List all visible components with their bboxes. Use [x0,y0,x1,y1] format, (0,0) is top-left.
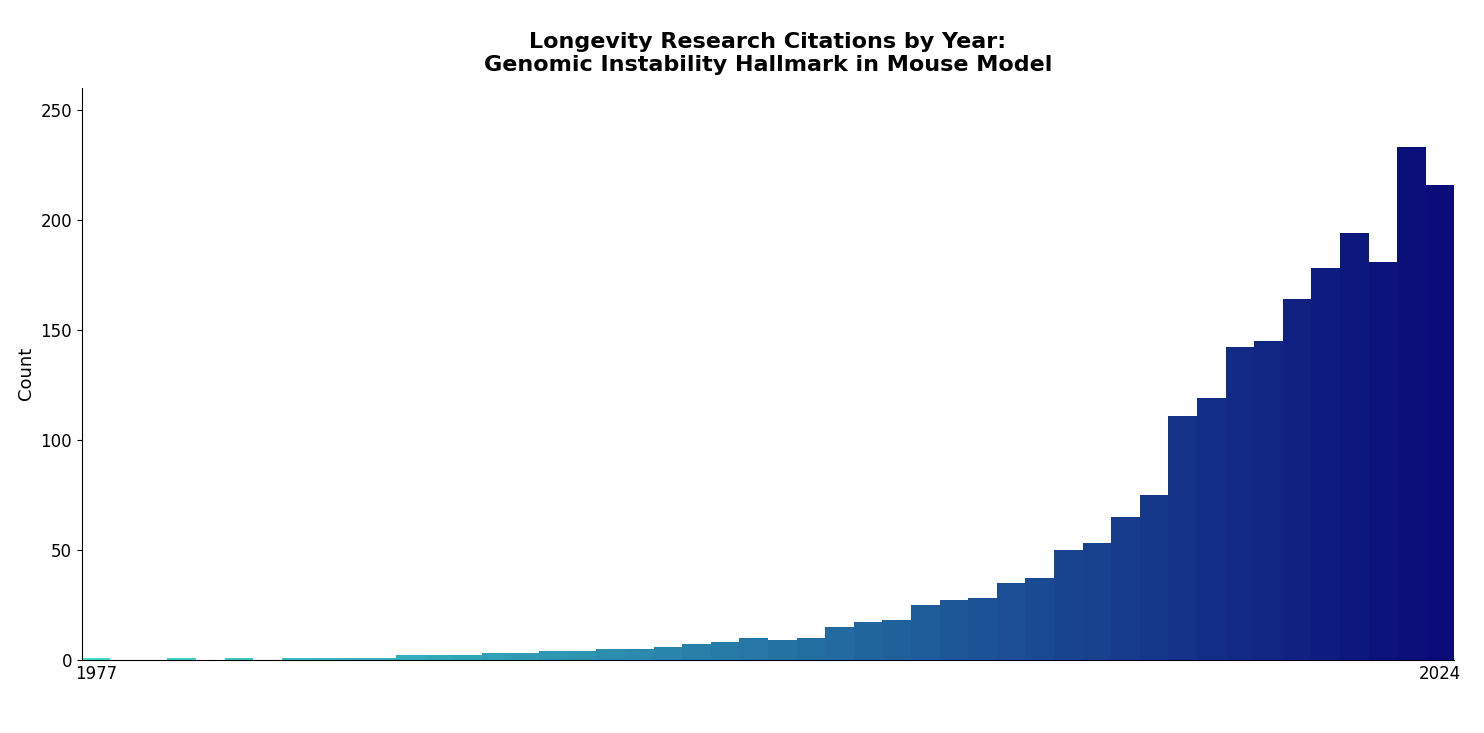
Bar [82,658,110,660]
Bar [482,653,510,660]
Bar [1368,262,1396,660]
Bar [797,638,825,660]
Bar [653,647,683,660]
Bar [1426,185,1454,660]
Bar [739,638,769,660]
Bar [911,605,939,660]
Bar [825,627,853,660]
Bar [939,600,968,660]
Bar [368,658,396,660]
Bar [396,655,424,660]
Bar [1198,398,1226,660]
Title: Longevity Research Citations by Year:
Genomic Instability Hallmark in Mouse Mode: Longevity Research Citations by Year: Ge… [484,32,1052,75]
Bar [1340,233,1368,660]
Bar [968,598,997,660]
Bar [310,658,338,660]
Bar [1312,268,1340,660]
Bar [224,658,254,660]
Bar [424,655,454,660]
Bar [683,644,711,660]
Bar [1282,299,1312,660]
Bar [282,658,310,660]
Bar [597,649,625,660]
Bar [568,651,597,660]
Bar [1254,341,1282,660]
Bar [338,658,368,660]
Bar [1054,550,1082,660]
Bar [1140,495,1168,660]
Bar [711,642,739,660]
Bar [769,640,797,660]
Y-axis label: Count: Count [16,347,34,400]
Bar [1082,543,1112,660]
Bar [539,651,568,660]
Bar [168,658,196,660]
Bar [853,622,883,660]
Bar [997,583,1025,660]
Bar [1025,578,1054,660]
Bar [1396,147,1426,660]
Bar [1168,416,1198,660]
Bar [1112,517,1140,660]
Bar [883,620,911,660]
Bar [454,655,482,660]
Bar [510,653,539,660]
Bar [1226,347,1254,660]
Bar [625,649,653,660]
